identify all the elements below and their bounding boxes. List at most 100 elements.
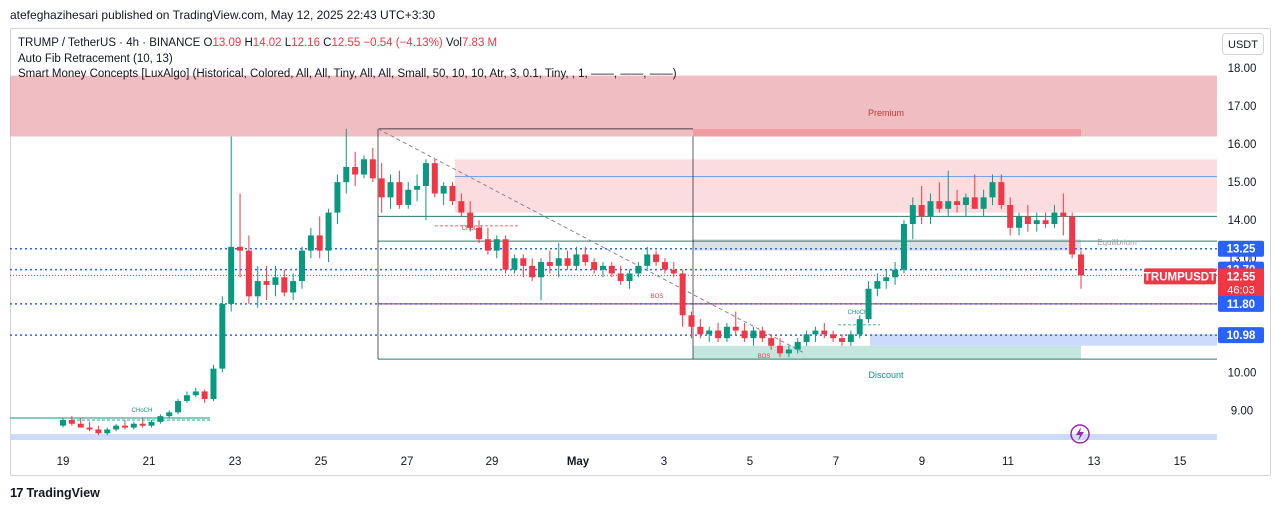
candle-body [493, 239, 500, 251]
published-line: atefeghazihesari published on TradingVie… [10, 8, 436, 22]
candle-body [830, 334, 837, 339]
candle-body [299, 250, 306, 282]
candle-body [422, 163, 429, 186]
candle-body [1033, 220, 1040, 225]
legend-symbol[interactable]: TRUMP / TetherUS · 4h · BINANCE [18, 37, 201, 49]
equilibrium-zone [693, 239, 1081, 251]
candle-body [732, 326, 739, 331]
legend-indicator-smc[interactable]: Smart Money Concepts [LuxAlgo] (Historic… [18, 68, 677, 80]
discount-label: Discount [868, 370, 904, 380]
candle-body [1042, 220, 1049, 225]
candle-body [104, 429, 111, 434]
candle-body [334, 182, 341, 213]
candle-body [555, 258, 562, 266]
x-tick-label: 15 [1174, 456, 1187, 468]
legend-ohlc-row: TRUMP / TetherUS · 4h · BINANCE O13.09 H… [18, 36, 677, 52]
candle-body [263, 281, 270, 285]
candle-body [458, 201, 465, 213]
candle-body [1007, 204, 1014, 228]
legend-volume-value: 7.83 M [461, 37, 498, 49]
legend-open-value: 13.09 [212, 37, 242, 49]
candle-body [325, 212, 332, 251]
premium-label: Premium [868, 108, 904, 118]
bos-label-1: BOS [651, 294, 664, 300]
lightning-icon[interactable] [1070, 424, 1090, 444]
candle-body [838, 338, 845, 342]
lightning-bolt-icon [1076, 427, 1084, 441]
legend-close-label: C [323, 37, 332, 49]
x-tick-label: 25 [315, 456, 328, 468]
x-tick-label: 21 [143, 456, 156, 468]
y-tick-label: 18.00 [1228, 63, 1257, 75]
candle-body [715, 330, 722, 339]
candle-body [529, 265, 536, 278]
y-tick-label: 14.00 [1228, 215, 1257, 227]
candle-body [909, 204, 916, 225]
candle-body [945, 201, 952, 209]
candle-body [405, 189, 412, 205]
legend-indicator-fib[interactable]: Auto Fib Retracement (10, 13) [18, 52, 173, 65]
candle-body [927, 201, 934, 217]
candle-body [237, 246, 244, 251]
candle-body [467, 212, 474, 228]
candle-body [856, 319, 863, 335]
price-tag-13-25-bg [1218, 240, 1264, 257]
legend-change: −0.54 (−4.13%) [363, 37, 443, 49]
price-tag-11-80-bg [1218, 295, 1264, 312]
bottom-demand-zone [10, 434, 1217, 441]
candle-body [998, 182, 1005, 205]
chart-frame [10, 28, 1271, 476]
candle-body [1016, 216, 1023, 228]
choch-label-3: CHoCH [848, 310, 869, 316]
y-tick-label: 9.00 [1231, 405, 1253, 417]
symbol-tag: TRUMPUSDT [1144, 271, 1216, 283]
legend-open-label: O [203, 37, 213, 49]
candle-body [343, 166, 350, 183]
x-tick-label: 9 [919, 456, 925, 468]
candle-body [175, 400, 182, 413]
candle-body [414, 185, 421, 190]
candle-body [484, 239, 491, 251]
candle-body [900, 224, 907, 270]
candle-body [476, 227, 483, 240]
candle-body [316, 235, 323, 251]
candle-body [352, 166, 359, 175]
candle-body [962, 197, 969, 205]
candle-body [723, 326, 730, 339]
candle-body [95, 429, 102, 434]
candle-body [706, 330, 713, 335]
candle-body [378, 178, 385, 198]
candle-body [369, 159, 376, 179]
supply-zone [455, 159, 1217, 213]
x-tick-label: 19 [57, 456, 70, 468]
candle-body [591, 262, 598, 270]
candle-body [865, 288, 872, 320]
candle-body [918, 204, 925, 217]
candle-body [777, 345, 784, 354]
x-tick-label: 7 [833, 456, 839, 468]
candle-body [440, 185, 447, 194]
tradingview-footer[interactable]: 17 TradingView [10, 485, 100, 500]
choch-label-1: CHoCH [132, 408, 153, 414]
currency-button[interactable]: USDT [1222, 33, 1264, 55]
bos-label-2: BOS [758, 354, 771, 360]
candle-body [396, 182, 403, 205]
legend-low-label: L [284, 37, 292, 49]
candle-body [1069, 216, 1076, 255]
candle-body [307, 235, 314, 251]
candle-body [520, 258, 527, 266]
candle-body [670, 269, 677, 274]
choch-label-2: CHoCH [462, 226, 483, 232]
candle-body [794, 341, 801, 350]
candle-body [192, 391, 199, 396]
legend-high-label: H [244, 37, 253, 49]
candle-body [113, 425, 120, 430]
candle-body [892, 269, 899, 278]
candle-body [971, 197, 978, 209]
candle-body [874, 281, 881, 289]
x-tick-label: 3 [661, 456, 667, 468]
candle-body [608, 265, 615, 274]
candle-body [254, 281, 261, 297]
candle-body [228, 246, 235, 304]
